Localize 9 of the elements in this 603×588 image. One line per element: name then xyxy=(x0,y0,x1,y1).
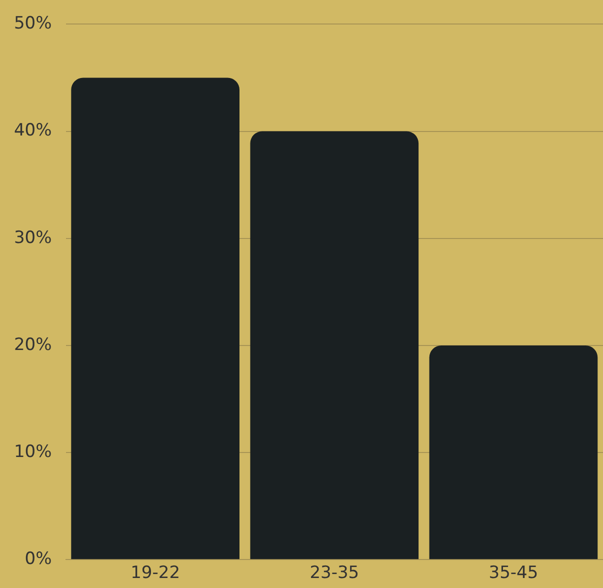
y-tick-label: 30% xyxy=(14,228,52,248)
y-tick-label: 50% xyxy=(14,14,52,34)
y-tick-label: 20% xyxy=(14,334,52,355)
y-tick-label: 0% xyxy=(24,549,52,570)
y-tick-label: 10% xyxy=(14,442,52,462)
x-tick-label: 35-45 xyxy=(488,563,538,584)
x-tick-label: 23-35 xyxy=(310,563,360,584)
x-tick-label: 19-22 xyxy=(130,563,180,584)
y-tick-label: 40% xyxy=(14,120,52,141)
